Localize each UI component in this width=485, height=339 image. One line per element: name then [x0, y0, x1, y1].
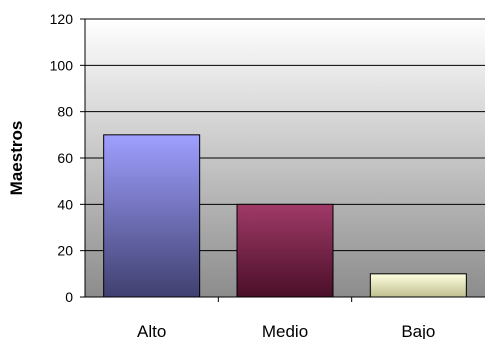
y-tick-label: 0 — [65, 289, 73, 305]
y-tick-label: 20 — [57, 243, 73, 259]
bar-alto — [103, 134, 201, 298]
y-tick-label: 40 — [57, 196, 73, 212]
bars — [103, 134, 467, 298]
y-tick-label: 80 — [57, 104, 73, 120]
y-axis-label: Maestros — [7, 121, 26, 196]
x-tick-label: Bajo — [401, 322, 435, 339]
axes — [80, 18, 485, 302]
y-tick-labels: 0 20 40 60 80 100 120 — [50, 11, 74, 305]
x-tick-label: Medio — [262, 322, 308, 339]
bar-bajo — [369, 273, 467, 298]
y-tick-label: 100 — [50, 57, 74, 73]
bar-medio — [236, 203, 334, 298]
y-tick-label: 120 — [50, 11, 74, 27]
x-tick-label: Alto — [137, 322, 166, 339]
y-tick-label: 60 — [57, 150, 73, 166]
x-tick-labels: Alto Medio Bajo — [137, 322, 435, 339]
